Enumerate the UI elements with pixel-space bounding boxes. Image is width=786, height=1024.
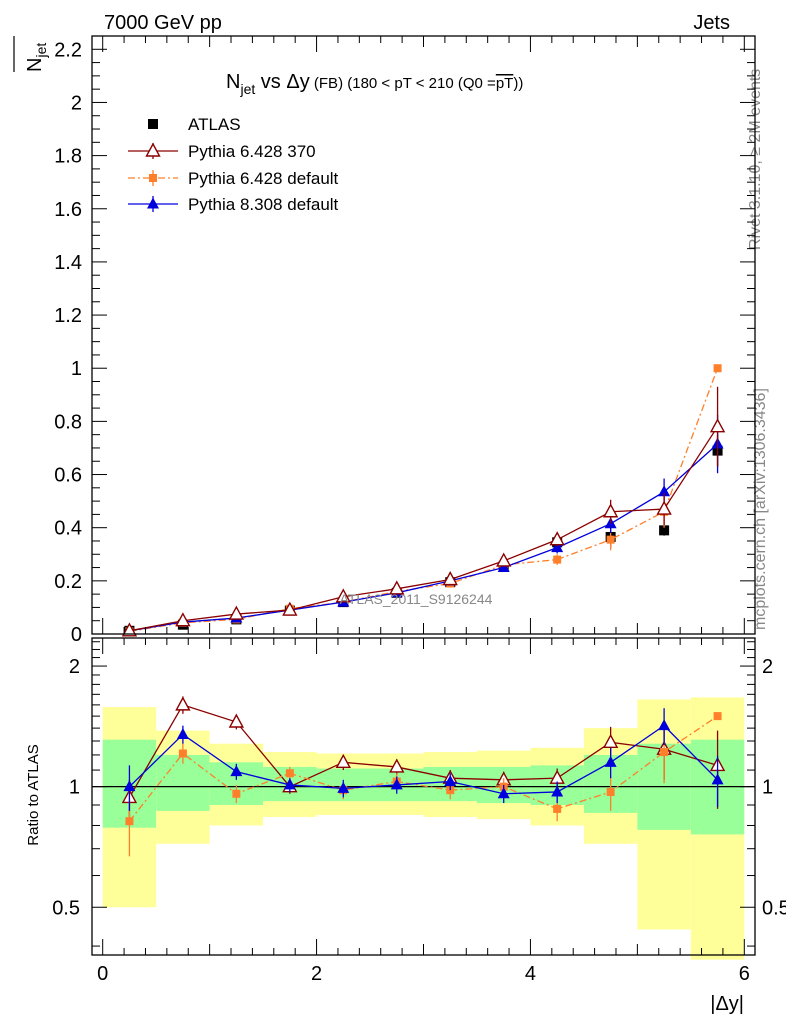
ratio-tick-label-right: 0.5 [762, 897, 786, 919]
x-tick-label: 2 [311, 963, 322, 985]
y-tick-label: 1.2 [54, 305, 82, 327]
ratio-ylabel: Ratio to ATLAS [25, 744, 42, 845]
legend: ATLAS Pythia 6.428 370 Pythia 6.428 defaul… [128, 115, 339, 214]
data-point-atlas [659, 525, 670, 536]
data-point-p8 [551, 541, 564, 553]
data-point-p6_default [713, 712, 722, 721]
legend-label-p6_default: Pythia 6.428 default [188, 169, 339, 188]
uncertainty-band-inner [156, 754, 210, 811]
data-point-p6_default [713, 364, 722, 373]
data-point-p6_370 [228, 605, 245, 620]
ratio-tick-label-left: 0.5 [52, 897, 80, 919]
header-left: 7000 GeV pp [104, 12, 222, 34]
main-panel: 0 0.2 0.4 0.6 0.8 1 1.2 1.4 1.6 1.8 2 2.2 [54, 35, 756, 646]
data-point-p8 [283, 778, 296, 790]
data-point-p6_370 [656, 500, 672, 515]
series-line-p8 [129, 443, 719, 632]
series-line-p6_370 [129, 426, 719, 632]
data-point-p6_370 [282, 601, 298, 616]
chart-title: Njet vs Δy (FB) (180 < pT < 210 (Q0 =pT)… [226, 71, 523, 97]
data-point-p6_default [178, 749, 187, 758]
data-point-p8 [230, 765, 243, 777]
data-point-p6_370 [602, 733, 619, 749]
y-tick-label: 1 [71, 358, 82, 380]
y-tick-label: 1.4 [54, 252, 82, 274]
data-point-p6_370 [602, 503, 619, 518]
legend-marker-atlas [148, 119, 158, 129]
data-point-p8 [604, 755, 617, 767]
y-tick-label: 0 [71, 624, 82, 646]
legend-marker-p6_default [149, 174, 157, 182]
mcplots-label: mcplots.cern.ch [arXiv:1306.3436] [752, 388, 769, 630]
y-tick-label: 0.2 [54, 571, 82, 593]
data-point-p6_default [606, 787, 615, 796]
data-point-p8 [444, 775, 457, 787]
data-point-p6_370 [496, 552, 512, 567]
header-right: Jets [693, 12, 730, 34]
data-point-p6_370 [121, 622, 138, 637]
data-point-p6_default [553, 804, 562, 813]
data-point-p6_370 [335, 753, 351, 769]
ratio-tick-label-right: 1 [762, 777, 773, 799]
y-tick-label: 2 [71, 92, 82, 114]
data-point-p8 [497, 787, 510, 799]
series-line-p6_370 [128, 704, 718, 798]
data-point-p8 [551, 785, 564, 797]
ratio-tick-label-right: 2 [762, 656, 773, 678]
legend-label-p8: Pythia 8.308 default [188, 195, 339, 214]
y-tick-label: 1.6 [54, 199, 82, 221]
x-tick-label: 0 [97, 963, 108, 985]
legend-marker-p6_370 [145, 142, 161, 157]
data-point-p8 [390, 778, 403, 790]
legend-label-p6_370: Pythia 6.428 370 [188, 142, 316, 161]
data-point-p6_370 [228, 713, 245, 728]
series-line-p6_default [128, 715, 718, 822]
data-point-p6_default [125, 817, 134, 826]
series-line-p8 [128, 724, 719, 795]
data-point-p8 [123, 780, 136, 792]
x-tick-label: 4 [525, 963, 536, 985]
data-point-p6_370 [549, 531, 565, 546]
ratio-panel: 0 2 4 6 0.5 0.5 1 1 2 2 [52, 637, 786, 985]
main-ylabel: Njet [24, 43, 49, 72]
ratio-tick-label-left: 1 [69, 777, 80, 799]
y-tick-label: 0.6 [54, 465, 82, 487]
y-tick-label: 0.4 [54, 518, 82, 540]
data-point-p8 [337, 781, 350, 793]
x-axis-label: |Δy| [710, 993, 744, 1015]
data-point-p8 [711, 773, 724, 785]
data-point-p6_default [606, 535, 615, 544]
data-point-p6_default [553, 555, 562, 564]
data-point-p6_370 [709, 418, 726, 433]
y-tick-label: 2.2 [54, 39, 82, 61]
data-point-p8 [658, 485, 671, 497]
data-point-p6_370 [442, 571, 458, 586]
data-point-p6_default [285, 769, 294, 778]
data-point-p6_default [660, 748, 669, 757]
data-point-p8 [658, 719, 671, 731]
x-tick-label: 6 [739, 963, 750, 985]
ratio-tick-label-left: 2 [69, 656, 80, 678]
y-tick-label: 0.8 [54, 411, 82, 433]
data-point-p6_370 [175, 612, 191, 627]
data-point-p8 [176, 727, 189, 739]
data-point-p6_370 [175, 696, 191, 711]
data-point-p6_370 [335, 588, 351, 603]
y-tick-label: 1.8 [54, 146, 82, 168]
data-point-p6_370 [389, 580, 405, 595]
watermark: ATLAS_2011_S9126244 [340, 591, 493, 607]
data-point-p6_default [232, 789, 241, 798]
data-point-p6_370 [389, 758, 405, 773]
legend-label-atlas: ATLAS [188, 115, 241, 134]
legend-marker-p8 [147, 197, 159, 209]
